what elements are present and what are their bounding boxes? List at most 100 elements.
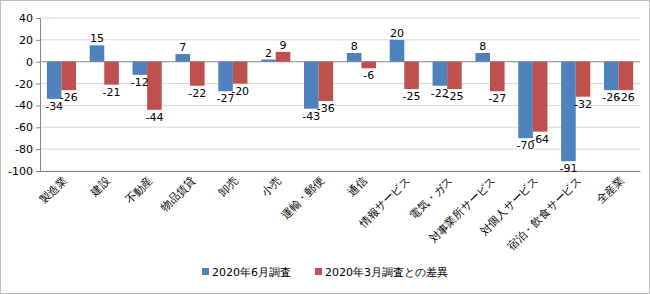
bar xyxy=(561,62,576,161)
y-tick-label: 20 xyxy=(19,34,33,47)
bar xyxy=(490,62,505,92)
y-tick-label: -80 xyxy=(15,143,33,156)
y-tick-label: -40 xyxy=(15,99,33,112)
grid-line xyxy=(40,105,640,106)
grid-line xyxy=(40,149,640,150)
data-label: -26 xyxy=(60,91,78,104)
x-tick-label: 小売 xyxy=(259,174,284,199)
y-tick-label: -60 xyxy=(15,121,33,134)
x-tick-label: 宿泊・飲食サービス xyxy=(505,174,584,253)
y-tick-mark xyxy=(36,18,40,19)
x-tick-label: 物品賃貸 xyxy=(158,174,198,214)
y-tick: -40 xyxy=(15,99,40,112)
bar xyxy=(133,62,148,75)
bar xyxy=(319,62,334,101)
legend-label: 2020年3月調査との差異 xyxy=(325,266,448,279)
data-label: 9 xyxy=(280,39,287,52)
x-tick: 物品賃貸 xyxy=(158,171,198,214)
bar xyxy=(233,62,248,84)
bar xyxy=(61,62,76,90)
y-tick-label: -20 xyxy=(15,78,33,91)
y-tick: -60 xyxy=(15,121,40,134)
legend-label: 2020年6月調査 xyxy=(212,266,291,279)
legend-swatch xyxy=(315,268,322,275)
data-label: 7 xyxy=(179,41,186,54)
x-tick: 建設 xyxy=(87,171,112,200)
x-tick-label: 不動産 xyxy=(123,174,156,207)
bar xyxy=(147,62,162,110)
bar xyxy=(604,62,619,90)
legend-item: 2020年6月調査 xyxy=(202,266,291,279)
x-tick: 小売 xyxy=(259,171,284,199)
data-labels: -3415-127-272-43820-228-70-91-26-26-21-4… xyxy=(45,27,635,175)
legend-swatch xyxy=(202,268,209,275)
x-tick: 卸売 xyxy=(216,171,241,199)
y-tick-mark xyxy=(36,105,40,106)
data-label: -25 xyxy=(445,90,463,103)
data-label: 8 xyxy=(351,40,358,53)
data-label: -12 xyxy=(131,76,149,89)
y-tick: -80 xyxy=(15,143,40,156)
y-tick-mark xyxy=(36,149,40,150)
grid-line xyxy=(40,39,640,40)
bar xyxy=(276,52,291,62)
bar xyxy=(447,62,462,89)
x-axis: 製造業建設不動産物品賃貸卸売小売運輸・郵便通信情報サービス電気・ガス対事業所サー… xyxy=(37,171,640,253)
x-tick-label: 建設 xyxy=(87,174,112,199)
y-tick: 40 xyxy=(19,12,40,25)
data-label: 20 xyxy=(390,27,404,40)
y-tick: -100 xyxy=(8,165,40,178)
bar xyxy=(619,62,634,90)
data-label: -91 xyxy=(559,162,577,175)
y-tick-mark xyxy=(36,62,40,63)
data-label: -27 xyxy=(488,92,506,105)
x-tick: 宿泊・飲食サービス xyxy=(505,171,584,253)
x-tick-label: 卸売 xyxy=(216,174,241,199)
x-tick: 全産業 xyxy=(594,171,627,207)
y-axis: -100-80-60-40-2002040 xyxy=(8,12,40,178)
legend: 2020年6月調査 2020年3月調査との差異 xyxy=(202,266,448,279)
bar xyxy=(347,53,362,62)
grid xyxy=(40,18,640,171)
y-tick-mark xyxy=(36,84,40,85)
bar xyxy=(475,53,490,62)
y-tick-mark xyxy=(36,40,40,41)
data-label: -26 xyxy=(617,91,635,104)
x-tick: 通信 xyxy=(345,171,370,199)
data-label: -44 xyxy=(145,111,163,124)
data-label: 15 xyxy=(90,32,104,45)
grid-line xyxy=(40,18,640,19)
grid-line xyxy=(40,171,640,172)
data-label: -22 xyxy=(188,87,206,100)
x-tick-label: 情報サービス xyxy=(356,174,413,231)
data-label: -36 xyxy=(317,102,335,115)
bar xyxy=(533,62,548,132)
bar xyxy=(175,54,190,62)
x-tick-label: 製造業 xyxy=(37,174,70,207)
bars xyxy=(47,40,633,161)
x-tick-label: 通信 xyxy=(345,174,370,199)
data-label: 8 xyxy=(479,40,486,53)
data-label: -6 xyxy=(363,69,374,82)
data-label: -32 xyxy=(574,98,592,111)
y-tick: 20 xyxy=(19,34,40,47)
bar xyxy=(433,62,448,86)
data-label: -21 xyxy=(103,86,121,99)
bar xyxy=(104,62,119,85)
x-tick: 情報サービス xyxy=(356,171,413,231)
y-tick-label: -100 xyxy=(8,165,33,178)
data-label: -25 xyxy=(403,90,421,103)
bar xyxy=(90,45,105,61)
bar xyxy=(190,62,205,86)
grid-line xyxy=(40,127,640,128)
x-tick-label: 運輸・郵便 xyxy=(279,174,327,222)
data-label: 2 xyxy=(265,47,272,60)
chart: -100-80-60-40-2002040製造業建設不動産物品賃貸卸売小売運輸・… xyxy=(0,0,650,294)
y-tick-mark xyxy=(36,127,40,128)
data-label: -20 xyxy=(231,85,249,98)
x-tick: 不動産 xyxy=(123,171,156,207)
y-tick-mark xyxy=(36,171,40,172)
bar xyxy=(361,62,376,69)
bar xyxy=(576,62,591,97)
chart-frame xyxy=(1,1,650,294)
